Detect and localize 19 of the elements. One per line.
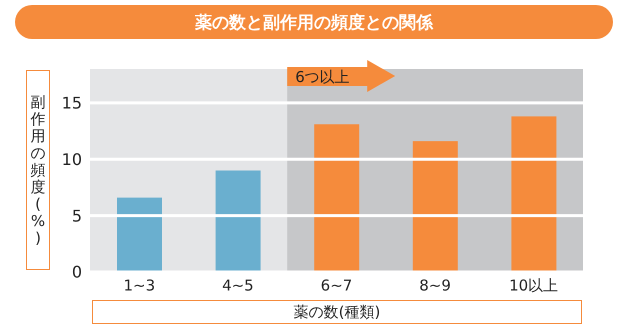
text: 副作用の頻度(%) — [30, 92, 46, 246]
y-tick-label: 15 — [62, 94, 82, 113]
x-tick-label: 8~9 — [419, 276, 451, 295]
chart-title: 薬の数と副作用の頻度との関係 — [15, 5, 613, 39]
x-axis-title: 薬の数(種類) — [92, 300, 582, 324]
x-tick-label: 6~7 — [320, 276, 352, 295]
y-tick-label: 5 — [72, 206, 82, 226]
band-label: 6つ以上 — [295, 68, 350, 86]
bar — [511, 116, 556, 272]
bar — [314, 124, 360, 272]
bar — [216, 170, 261, 272]
y-tick-label: 10 — [62, 150, 82, 169]
bar — [412, 141, 458, 272]
bar — [117, 198, 162, 272]
x-tick-label: 4~5 — [222, 276, 254, 295]
x-tick-label: 1~3 — [123, 276, 156, 295]
arrow-icon: 6つ以上 — [287, 60, 396, 92]
x-tick-label: 10以上 — [509, 276, 558, 295]
y-tick-label: 0 — [72, 262, 82, 282]
